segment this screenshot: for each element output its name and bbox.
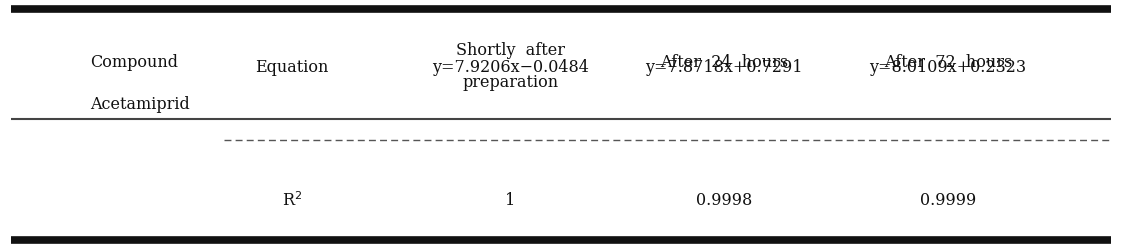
Text: y=7.8718x+0.7291: y=7.8718x+0.7291 <box>645 59 802 76</box>
Text: Shortly  after: Shortly after <box>456 42 565 58</box>
Text: 0.9999: 0.9999 <box>920 192 976 208</box>
Text: After  24  hours: After 24 hours <box>660 54 788 71</box>
Text: Acetamiprid: Acetamiprid <box>90 95 190 112</box>
Text: 1: 1 <box>505 192 516 208</box>
Text: R$^2$: R$^2$ <box>282 191 302 209</box>
Text: Equation: Equation <box>255 59 329 76</box>
Text: y=7.9206x−0.0484: y=7.9206x−0.0484 <box>432 59 589 76</box>
Text: y=8.0109x+0.2323: y=8.0109x+0.2323 <box>870 59 1027 76</box>
Text: preparation: preparation <box>462 74 559 91</box>
Text: After  72  hours: After 72 hours <box>884 54 1012 71</box>
Text: Compound: Compound <box>90 54 177 71</box>
Text: 0.9998: 0.9998 <box>696 192 752 208</box>
